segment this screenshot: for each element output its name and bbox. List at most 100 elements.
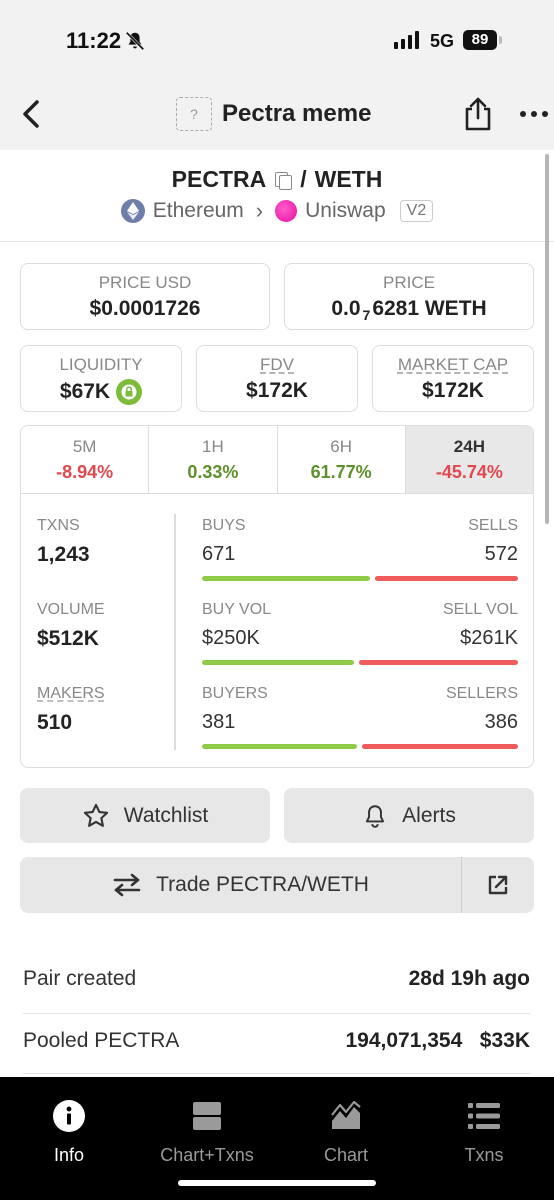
makers-stat: MAKERS 510 (37, 685, 105, 735)
makers-value: 510 (37, 711, 73, 734)
lock-icon[interactable] (116, 379, 143, 405)
price-usd-card: PRICE USD $0.0001726 (20, 263, 270, 330)
row-divider (23, 1013, 530, 1014)
volume-stat: VOLUME $512K (37, 601, 105, 651)
price-usd-value: $0.0001726 (89, 297, 201, 320)
row-divider (23, 1073, 530, 1074)
watchlist-button[interactable]: Watchlist (20, 788, 270, 843)
fdv-value: $172K (246, 379, 308, 402)
chevron-left-icon (23, 100, 39, 128)
stats-panel: 5M -8.94% 1H 0.33% 6H 61.77% 24H -45.74%… (20, 425, 534, 768)
sellers-label: SELLERS (445, 685, 518, 702)
info-icon (53, 1100, 85, 1132)
pair-created-label: Pair created (23, 967, 137, 990)
liquidity-label: LIQUIDITY (59, 355, 143, 374)
volume-split: BUY VOL SELL VOL $250K $261K (202, 601, 518, 665)
network-type: 5G (430, 31, 455, 51)
more-options-icon[interactable] (520, 100, 548, 128)
makers-label: MAKERS (37, 685, 105, 702)
dex-link[interactable]: Uniswap (305, 199, 386, 222)
tab-1h[interactable]: 1H 0.33% (149, 426, 278, 493)
liquidity-value: $67K (59, 380, 111, 403)
watchlist-label: Watchlist (123, 803, 209, 827)
price-native-card: PRICE 0.0 7 6281 WETH (284, 263, 534, 330)
sell-vol-value: $261K (460, 627, 518, 649)
tabbar-label: Txns (464, 1145, 504, 1165)
battery-icon: 89 (463, 30, 497, 50)
version-badge: V2 (399, 200, 434, 222)
area-chart-icon (331, 1101, 361, 1129)
tab-label: 24H (453, 437, 485, 456)
trade-button[interactable]: Trade PECTRA/WETH (20, 857, 462, 913)
tab-change: -45.74% (435, 462, 503, 482)
sells-bar (375, 576, 518, 581)
tab-change: 0.33% (187, 462, 239, 482)
buys-bar (202, 576, 371, 581)
chevron-right-icon: › (255, 198, 264, 223)
signal-icon (394, 31, 419, 49)
bell-off-icon (125, 31, 145, 51)
tab-label: 6H (330, 437, 352, 456)
home-indicator (178, 1180, 376, 1186)
pooled-label: Pooled PECTRA (23, 1029, 180, 1052)
tab-change: 61.77% (310, 462, 372, 482)
buyers-sellers-bar (202, 744, 518, 749)
pair-separator: / (300, 166, 307, 192)
token-logo-placeholder: ? (176, 97, 212, 131)
sells-value: 572 (484, 543, 518, 565)
sellers-value: 386 (484, 711, 518, 733)
stats-divider (174, 514, 176, 750)
back-button[interactable] (16, 96, 46, 132)
alerts-label: Alerts (402, 803, 456, 827)
buyers-bar (202, 744, 357, 749)
pair-created-row: Pair created 28d 19h ago (23, 967, 530, 991)
tabbar-chart[interactable]: Chart (277, 1099, 415, 1166)
tabbar-label: Info (53, 1145, 85, 1165)
sellers-bar (361, 744, 518, 749)
tab-5m[interactable]: 5M -8.94% (21, 426, 150, 493)
split-layout-icon (193, 1102, 221, 1130)
copy-icon[interactable] (274, 171, 293, 190)
tab-6h[interactable]: 6H 61.77% (278, 426, 406, 493)
pair-created-value: 28d 19h ago (408, 967, 530, 990)
base-token: PECTRA (171, 166, 267, 192)
timeframe-tabs: 5M -8.94% 1H 0.33% 6H 61.77% 24H -45.74% (21, 426, 533, 494)
tabbar-chart-txns[interactable]: Chart+Txns (138, 1099, 276, 1166)
share-icon[interactable] (462, 96, 494, 132)
pair-name: PECTRA / WETH (0, 166, 554, 193)
external-link-button[interactable] (462, 857, 534, 913)
trade-button-group: Trade PECTRA/WETH (20, 857, 534, 913)
buy-vol-bar (202, 660, 355, 665)
price-native-label: PRICE (383, 273, 435, 292)
trade-label: Trade PECTRA/WETH (156, 873, 369, 896)
tabbar-txns[interactable]: Txns (415, 1099, 553, 1166)
pair-header: PECTRA / WETH Ethereum › Uniswap V2 (0, 150, 554, 242)
market-cap-card: MARKET CAP $172K (372, 345, 534, 412)
tab-24h[interactable]: 24H -45.74% (405, 426, 533, 493)
buy-vol-value: $250K (202, 627, 260, 649)
swap-arrows-icon (113, 873, 141, 897)
status-time: 11:22 (66, 28, 122, 53)
txns-value: 1,243 (37, 543, 90, 566)
txns-label: TXNS (37, 517, 80, 534)
status-bar: 11:22 5G 89 (0, 0, 554, 80)
star-icon (83, 803, 108, 827)
alerts-button[interactable]: Alerts (284, 788, 534, 843)
sells-label: SELLS (468, 517, 518, 534)
tab-label: 1H (202, 437, 224, 456)
ethereum-icon (120, 199, 145, 223)
tabbar-info[interactable]: Info (0, 1099, 138, 1166)
sell-vol-label: SELL VOL (442, 601, 518, 618)
price-native-value: 0.0 7 6281 WETH (285, 297, 533, 323)
liquidity-value-row: $67K (21, 379, 181, 405)
buyers-sellers-split: BUYERS SELLERS 381 386 (202, 685, 518, 749)
liquidity-card: LIQUIDITY $67K (20, 345, 182, 412)
buys-sells-bar (202, 576, 518, 581)
scrollbar[interactable] (545, 154, 549, 524)
chain-link[interactable]: Ethereum (152, 199, 244, 222)
volume-label: VOLUME (37, 601, 105, 618)
price-usd-label: PRICE USD (98, 273, 192, 292)
tabbar-label: Chart+Txns (160, 1145, 254, 1165)
volume-bar (202, 660, 518, 665)
buys-sells-split: BUYS SELLS 671 572 (202, 517, 518, 581)
